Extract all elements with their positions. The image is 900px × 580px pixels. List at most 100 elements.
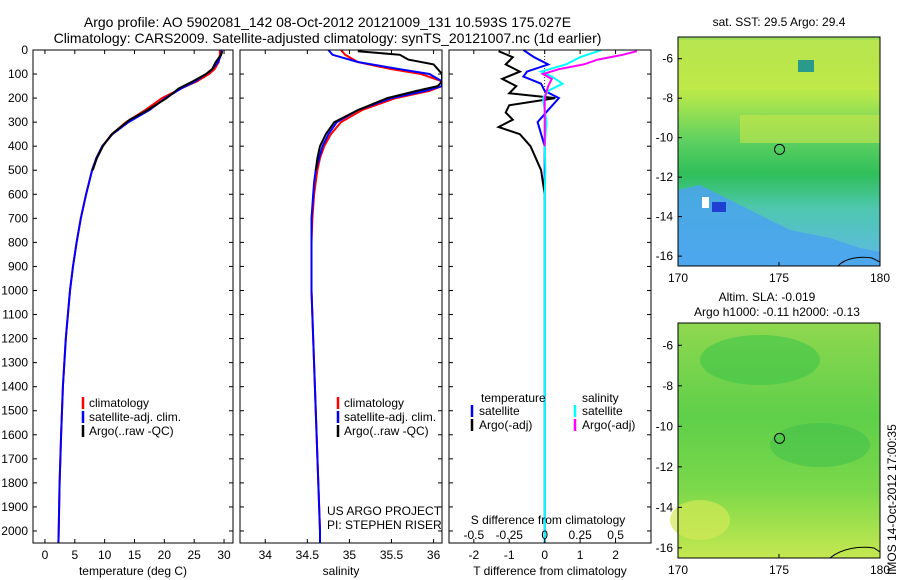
legend-label-satellite: satellite-adj. clim. — [89, 410, 181, 424]
depth-tick-label: 1400 — [1, 380, 28, 394]
depth-tick-label: 1600 — [1, 428, 28, 442]
depth-tick-label: 600 — [8, 187, 28, 201]
difference-x-axis-label: T difference from climatology — [473, 564, 627, 578]
salinity-panel: 34 34.5 35 35.5 36 salinity — [239, 49, 443, 578]
lat-tick-label: -12 — [656, 170, 674, 184]
x-tick-label: 35 — [343, 548, 357, 562]
depth-tick-label: 1300 — [1, 356, 28, 370]
depth-tick-label: 800 — [8, 235, 28, 249]
x-tick-label: 30 — [217, 548, 231, 562]
lon-tick-label: 175 — [769, 563, 789, 577]
lat-tick-label: -6 — [662, 52, 673, 66]
salinity-series-climatology-line — [310, 50, 442, 543]
depth-tick-label: 400 — [8, 139, 28, 153]
chart-title: Argo profile: AO 5902081_142 08-Oct-2012… — [83, 14, 572, 30]
temperature-x-axis-label: temperature (deg C) — [79, 564, 187, 578]
legend-label-climatology: climatology — [89, 396, 149, 410]
sla-map: Altim. SLA: -0.019 Argo h1000: -0.11 h20… — [670, 290, 881, 559]
lat-tick-label: -12 — [656, 460, 674, 474]
sst-northern-band — [678, 40, 880, 90]
salinity-difference-tick-label: -0.5 — [463, 528, 484, 542]
sla-high-patch — [670, 500, 730, 540]
legend-label-t-argo: Argo(-adj) — [479, 418, 532, 432]
legend-label-argo: Argo(..raw -QC) — [344, 424, 429, 438]
temperature-series-satellite-adj-clim--line — [57, 50, 223, 543]
depth-tick-label: 1200 — [1, 332, 28, 346]
sla-low-patch — [770, 423, 870, 467]
salinity-difference-tick-label: 0.25 — [568, 528, 592, 542]
sst-map: sat. SST: 29.5 Argo: 29.4 — [677, 15, 881, 267]
lat-tick-label: -8 — [662, 379, 673, 393]
legend-label-t-satellite: satellite — [479, 404, 520, 418]
temperature-series — [57, 50, 224, 543]
lon-tick-label: 180 — [870, 563, 890, 577]
legend-label-s-argo: Argo(-adj) — [582, 418, 635, 432]
lat-tick-label: -8 — [662, 91, 673, 105]
depth-tick-label: 2000 — [1, 524, 28, 538]
depth-tick-label: 0 — [21, 43, 28, 57]
legend-label-satellite: satellite-adj. clim. — [344, 410, 436, 424]
temperature-legend: climatology satellite-adj. clim. Argo(..… — [81, 396, 181, 438]
sst-warm-band — [740, 115, 880, 143]
depth-tick-label: 1800 — [1, 476, 28, 490]
temperature-series-argo-raw-qc--line — [91, 50, 224, 171]
lon-tick-label: 170 — [668, 563, 688, 577]
argo-location-marker — [774, 143, 786, 155]
sst-cool-region — [678, 185, 880, 266]
difference-series-satellite-line — [538, 50, 602, 543]
argo-location-marker — [774, 432, 786, 444]
legend-title-salinity: salinity — [582, 391, 619, 405]
lon-tick-label: 175 — [769, 271, 789, 285]
sst-missing-pixel — [702, 197, 709, 208]
salinity-frame — [239, 49, 443, 544]
lat-tick-label: -10 — [656, 131, 674, 145]
difference-series-argo-adj--line — [496, 50, 556, 195]
salinity-legend: climatology satellite-adj. clim. Argo(..… — [327, 396, 442, 532]
legend-label-s-satellite: satellite — [582, 404, 623, 418]
depth-tick-label: 1900 — [1, 500, 28, 514]
x-tick-label: 34.5 — [296, 548, 320, 562]
x-tick-label: 34 — [259, 548, 273, 562]
temperature-frame — [32, 49, 234, 544]
depth-tick-label: 1100 — [2, 308, 28, 322]
salinity-series-satellite-adj-clim--line — [310, 50, 442, 543]
x-tick-label: 25 — [188, 548, 202, 562]
depth-tick-label: 1700 — [1, 452, 28, 466]
difference-series — [496, 50, 638, 543]
x-tick-label: 2 — [612, 548, 619, 562]
lat-tick-label: -6 — [662, 338, 673, 352]
coastline — [828, 546, 881, 559]
lat-tick-label: -14 — [656, 500, 674, 514]
depth-tick-label: 500 — [8, 163, 28, 177]
difference-series-argo-adj--line — [540, 50, 638, 147]
x-tick-label: -1 — [504, 548, 515, 562]
temperature-panel: 0100200300400500600700800900100011001200… — [1, 43, 234, 578]
x-tick-label: 15 — [128, 548, 142, 562]
lat-tick-label: -10 — [656, 419, 674, 433]
annotation-pi: PI: STEPHEN RISER — [327, 518, 442, 532]
x-tick-label: 0 — [42, 548, 49, 562]
salinity-series-argo-raw-qc--line — [314, 50, 442, 171]
depth-tick-label: 1500 — [1, 404, 28, 418]
salinity-series — [310, 50, 442, 543]
sla-low-patch — [700, 335, 820, 385]
difference-frame — [448, 49, 652, 544]
sst-cold-patch — [712, 202, 726, 212]
lon-tick-label: 170 — [668, 271, 688, 285]
temperature-series-climatology-line — [57, 50, 221, 543]
sla-map-subtitle: Argo h1000: -0.11 h2000: -0.13 — [694, 305, 860, 319]
depth-tick-label: 900 — [8, 259, 28, 273]
depth-tick-label: 700 — [8, 211, 28, 225]
coastline — [836, 256, 881, 267]
legend-label-climatology: climatology — [344, 396, 404, 410]
lat-tick-label: -16 — [656, 249, 674, 263]
difference-top-axis-label: S difference from climatology — [471, 513, 626, 527]
legend-title-temperature: temperature — [481, 391, 546, 405]
difference-legend: temperature salinity satellite Argo(-adj… — [470, 391, 635, 432]
lat-tick-label: -14 — [656, 210, 674, 224]
x-tick-label: -2 — [468, 548, 479, 562]
chart-subtitle: Climatology: CARS2009. Satellite-adjuste… — [53, 30, 602, 46]
salinity-difference-tick-label: 0 — [541, 528, 548, 542]
x-tick-label: 1 — [577, 548, 584, 562]
